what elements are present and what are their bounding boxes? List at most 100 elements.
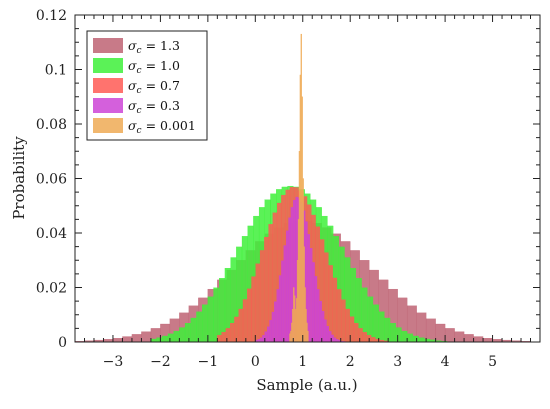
histogram-bar <box>202 304 209 343</box>
histogram-bar <box>321 311 325 343</box>
histogram-bar <box>395 327 402 343</box>
legend-entry: σc = 1.0 <box>93 58 180 76</box>
histogram-bar <box>173 330 180 343</box>
legend-entries: σc = 1.3 σc = 1.0 σc = 0.7 σc = 0.3 σc = 0.0… <box>93 38 196 136</box>
histogram-bar <box>207 296 214 343</box>
legend-entry: σc = 1.3 <box>93 38 180 56</box>
legend-swatch <box>93 38 123 53</box>
histogram-bar <box>309 248 313 343</box>
y-tick-label: 0.04 <box>36 226 67 242</box>
histogram-bar <box>333 337 337 343</box>
histogram-bar <box>276 289 280 343</box>
axis-tick-labels: −3 −2 −1 0 1 2 3 4 5 0 0.02 0.04 0.06 0.08 0.1 0.12 <box>36 8 497 370</box>
legend: σc = 1.3 σc = 1.0 σc = 0.7 σc = 0.3 σc = 0.0… <box>86 30 208 141</box>
histogram-bar <box>156 337 163 343</box>
histogram-bar <box>285 230 289 343</box>
histogram-bar <box>435 323 446 343</box>
histogram-bar <box>281 260 284 343</box>
histogram-bar <box>312 262 315 343</box>
histogram-bar <box>353 323 359 343</box>
y-tick-label: 0.08 <box>36 117 67 133</box>
legend-swatch <box>93 58 123 73</box>
histogram-bar <box>326 326 330 343</box>
y-tick-label: 0.12 <box>36 8 67 24</box>
histogram-bar <box>389 323 396 343</box>
legend-label: σc = 1.3 <box>128 38 180 56</box>
legend-entry: σc = 0.001 <box>93 118 196 136</box>
histogram-bar <box>314 276 318 343</box>
histogram-bar <box>259 337 263 343</box>
legend-label: σc = 0.7 <box>128 78 180 96</box>
histogram-bar <box>473 336 484 343</box>
histogram-bar <box>358 328 363 343</box>
legend-label: σc = 1.0 <box>128 58 180 76</box>
y-tick-label: 0.02 <box>36 281 67 297</box>
histogram-bar <box>112 338 123 343</box>
legend-entry: σc = 0.3 <box>93 98 180 116</box>
legend-entry: σc = 0.7 <box>93 78 180 96</box>
histogram-bar <box>463 334 474 343</box>
histogram-bar <box>179 327 186 343</box>
histogram-bar <box>269 320 273 343</box>
histogram-bar <box>251 276 256 343</box>
histogram-bar <box>247 288 252 343</box>
histogram-bar <box>267 326 270 343</box>
y-tick-label: 0.1 <box>45 63 67 79</box>
histogram-bar <box>162 335 169 343</box>
legend-swatch <box>93 118 123 133</box>
x-tick-label: −3 <box>103 354 124 370</box>
histogram-bar <box>328 265 333 343</box>
legend-label: σc = 0.001 <box>128 118 196 136</box>
legend-swatch <box>93 78 123 93</box>
x-tick-label: 4 <box>441 354 450 370</box>
histogram-bar <box>362 332 367 343</box>
x-tick-label: 1 <box>298 354 307 370</box>
histogram-bar <box>345 308 350 343</box>
x-tick-label: −1 <box>198 354 219 370</box>
x-tick-label: 5 <box>488 354 497 370</box>
histogram-bar <box>370 337 376 343</box>
histogram-bar <box>259 250 265 343</box>
histogram-bar <box>482 338 493 343</box>
histogram-bar <box>444 328 455 343</box>
histogram-bar <box>288 217 292 343</box>
histogram-bar <box>230 323 235 343</box>
histogram-bar <box>278 275 282 343</box>
x-axis-title: Sample (a.u.) <box>256 376 357 394</box>
histogram-bar <box>307 330 309 343</box>
legend-swatch <box>93 98 123 113</box>
axis-ticks <box>74 14 540 343</box>
y-tick-label: 0.06 <box>36 172 67 188</box>
histogram-bar <box>401 330 408 343</box>
histogram-bar <box>242 299 248 343</box>
histogram-bar <box>131 334 142 343</box>
histogram-bar <box>319 300 322 343</box>
histogram-bar <box>184 323 191 343</box>
histogram-bar <box>378 311 385 343</box>
x-tick-label: −2 <box>150 354 171 370</box>
histogram-bar <box>167 333 174 343</box>
histogram-bar <box>418 337 425 343</box>
histogram-bar <box>283 245 287 343</box>
histogram-bar <box>264 236 269 343</box>
histogram-bar <box>221 332 227 343</box>
histogram-bar <box>238 308 244 343</box>
histogram-bar <box>341 299 346 343</box>
x-tick-label: 3 <box>393 354 402 370</box>
histogram-bar <box>316 289 320 343</box>
histogram-bar <box>332 277 338 343</box>
histogram-bar <box>274 301 277 343</box>
histogram-bar <box>217 335 222 343</box>
histogram-bar <box>454 331 465 343</box>
histogram-bar <box>372 304 379 343</box>
histogram-bar <box>412 335 419 343</box>
legend-label: σc = 0.3 <box>128 98 180 116</box>
histogram-bar <box>141 331 152 343</box>
y-tick-label: 0 <box>58 335 67 351</box>
histogram-bar <box>271 311 275 343</box>
histogram-bar <box>196 311 203 343</box>
histogram-bar <box>323 319 327 343</box>
histogram-bar <box>406 333 413 343</box>
x-tick-label: 0 <box>251 354 260 370</box>
